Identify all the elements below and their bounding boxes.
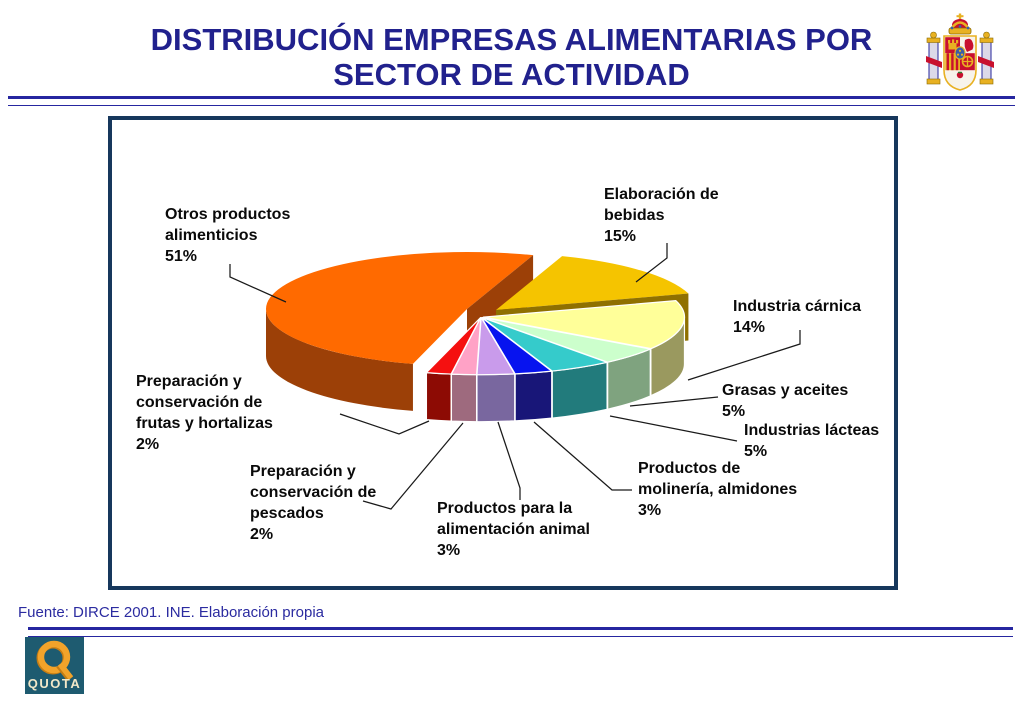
slice-label-animal: Productos para la alimentación animal 3%: [437, 500, 590, 559]
slice-label-carnica: Industria cárnica 14%: [733, 298, 862, 336]
page-title-line1: DISTRIBUCIÓN EMPRESAS ALIMENTARIAS POR: [150, 22, 873, 57]
page-title-line2: SECTOR DE ACTIVIDAD: [333, 57, 690, 92]
quota-logo-icon: QUOTA: [28, 640, 81, 691]
page-title: DISTRIBUCIÓN EMPRESAS ALIMENTARIAS POR S…: [0, 22, 1023, 92]
slice-label-grasas: Grasas y aceites 5%: [722, 382, 849, 420]
slice-label-molineria: Productos de molinería, almidones 3%: [638, 460, 798, 519]
slice-label-otros: Otros productos alimenticios 51%: [165, 206, 291, 265]
slice-label-pescados: Preparación y conservación de pescados 2%: [250, 463, 377, 543]
slice-label-lacteas: Industrias lácteas 5%: [744, 422, 880, 460]
quota-logo: QUOTA: [25, 637, 84, 694]
spain-coat-of-arms-icon: [926, 13, 994, 91]
source-note: Fuente: DIRCE 2001. INE. Elaboración pro…: [18, 604, 324, 621]
slice-label-frutas: Preparación y conservación de frutas y hor…: [136, 373, 273, 453]
slice-label-bebidas: Elaboración de bebidas 15%: [604, 186, 719, 245]
footer-divider: [28, 627, 1013, 637]
quota-logo-text: QUOTA: [28, 676, 81, 691]
title-divider: [8, 96, 1015, 106]
